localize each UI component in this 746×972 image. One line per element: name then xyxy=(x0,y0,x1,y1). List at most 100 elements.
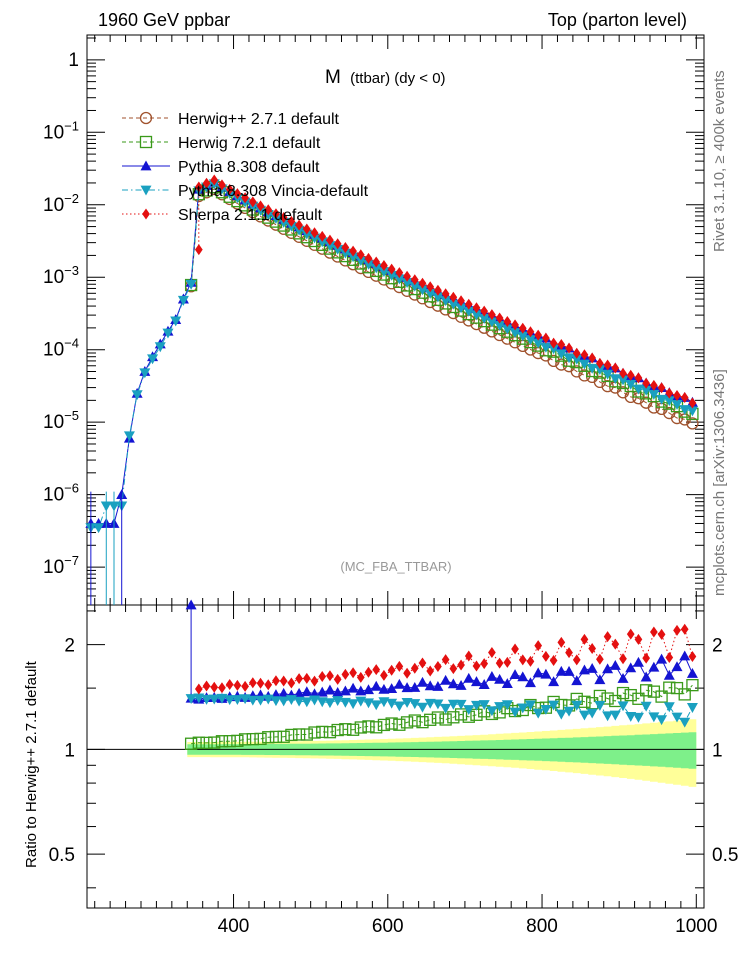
point-sherpa xyxy=(302,223,311,235)
point-sherpa xyxy=(619,367,627,379)
ratio-point-vincia xyxy=(255,695,267,706)
point-vincia xyxy=(393,274,405,285)
ratio-point-vincia xyxy=(316,697,328,708)
point-vincia xyxy=(162,328,174,339)
point-vincia xyxy=(656,394,668,405)
ratio-point-sherpa xyxy=(503,656,512,668)
watermark: (MC_FBA_TTBAR) xyxy=(340,559,451,574)
ratio-point-vincia xyxy=(386,698,398,709)
ratio-point-sherpa xyxy=(410,662,419,674)
point-sherpa xyxy=(356,249,365,261)
main-ytick-label: 10−3 xyxy=(43,263,79,288)
point-sherpa xyxy=(626,369,635,381)
point-vincia xyxy=(524,335,536,345)
point-sherpa xyxy=(403,270,411,282)
point-vincia xyxy=(509,328,521,338)
point-sherpa xyxy=(511,319,519,331)
ratio-point-pythia xyxy=(339,685,351,696)
legend-marker xyxy=(140,160,152,171)
point-vincia xyxy=(671,399,683,410)
low-edge-errorbars xyxy=(90,491,123,605)
ratio-point-herwig7 xyxy=(416,716,429,729)
ratio-point-pythia xyxy=(609,659,621,670)
point-vincia xyxy=(154,342,166,353)
ratio-point-herwig7 xyxy=(184,737,198,750)
point-sherpa xyxy=(441,288,450,300)
ratio-point-sherpa xyxy=(279,675,288,687)
ratio-point-herwig7 xyxy=(246,732,259,746)
ratio-point-herwig7 xyxy=(393,718,406,731)
point-sherpa xyxy=(596,357,604,369)
point-herwigpp xyxy=(670,411,684,425)
ratio-point-sherpa xyxy=(333,673,342,685)
ratio-point-vincia xyxy=(478,700,490,710)
point-sherpa xyxy=(688,397,697,409)
ratio-point-vincia xyxy=(656,715,668,726)
ratio-point-pythia xyxy=(386,683,398,694)
ratio-point-vincia xyxy=(494,702,506,712)
ratio-point-vincia xyxy=(208,694,220,705)
point-sherpa xyxy=(326,234,334,246)
point-vincia xyxy=(316,237,328,248)
ratio-point-pythia xyxy=(393,678,405,689)
plot-title-main: M xyxy=(325,67,341,88)
header-left: 1960 GeV ppbar xyxy=(98,10,230,30)
ratio-point-herwig7 xyxy=(215,735,229,748)
ratio-point-herwig7 xyxy=(208,736,221,749)
point-vincia xyxy=(332,244,344,255)
point-vincia xyxy=(409,281,421,292)
point-sherpa xyxy=(603,359,612,371)
ratio-point-herwig7 xyxy=(616,686,630,700)
legend-label: Herwig 7.2.1 default xyxy=(178,135,321,152)
ratio-ylabel: Ratio to Herwig++ 2.7.1 default xyxy=(23,660,40,868)
main-ytick-label: 10−6 xyxy=(43,481,79,506)
ratio-plot-frame xyxy=(86,604,705,909)
ratio-point-pythia xyxy=(185,599,197,610)
ratio-point-vincia xyxy=(201,694,213,705)
ratio-point-pythia xyxy=(401,682,413,693)
ratio-point-herwig7 xyxy=(624,688,637,702)
ratio-band-inner xyxy=(187,732,697,769)
ratio-point-pythia xyxy=(363,684,375,695)
point-sherpa xyxy=(194,244,203,256)
ratio-point-vincia xyxy=(324,698,336,709)
point-sherpa xyxy=(650,379,658,391)
ratio-point-herwig7 xyxy=(678,688,691,701)
point-vincia xyxy=(293,225,305,236)
ratio-point-herwig7 xyxy=(640,684,653,697)
ratio-point-sherpa xyxy=(441,654,450,666)
point-sherpa xyxy=(210,174,219,186)
ratio-point-sherpa xyxy=(657,628,666,640)
ratio-point-vincia xyxy=(424,698,436,709)
ratio-point-vincia xyxy=(586,708,598,719)
ratio-point-sherpa xyxy=(318,671,327,683)
ratio-point-pythia xyxy=(532,667,544,678)
ratio-point-vincia xyxy=(432,699,444,710)
header-right: Top (parton level) xyxy=(548,10,687,30)
ratio-ytick-label: 2 xyxy=(64,636,75,657)
ratio-point-sherpa xyxy=(518,654,527,666)
ratio-point-pythia xyxy=(594,674,606,685)
point-vincia xyxy=(139,368,151,379)
ratio-point-pythia xyxy=(617,672,629,683)
ratio-point-herwig7 xyxy=(192,736,205,749)
ratio-point-sherpa xyxy=(403,667,411,679)
ratio-point-vincia xyxy=(455,699,467,710)
point-vincia xyxy=(609,374,621,385)
point-sherpa xyxy=(241,192,249,204)
ratio-point-herwig7 xyxy=(323,726,337,739)
ratio-point-herwig7 xyxy=(377,718,391,732)
ratio-point-vincia xyxy=(686,703,698,713)
ratio-point-pythia xyxy=(656,653,668,664)
point-vincia xyxy=(686,406,698,417)
legend-item-sherpa: Sherpa 2.1.1 default xyxy=(122,207,323,224)
ratio-point-vincia xyxy=(278,696,290,707)
ratio-point-pythia xyxy=(470,676,482,687)
ratio-point-vincia xyxy=(602,711,614,722)
legend-marker xyxy=(139,135,153,149)
ratio-point-sherpa xyxy=(241,680,249,692)
ratio-point-vincia xyxy=(401,698,413,708)
ratio-point-herwig7 xyxy=(655,690,668,703)
ratio-point-pythia xyxy=(563,665,575,676)
